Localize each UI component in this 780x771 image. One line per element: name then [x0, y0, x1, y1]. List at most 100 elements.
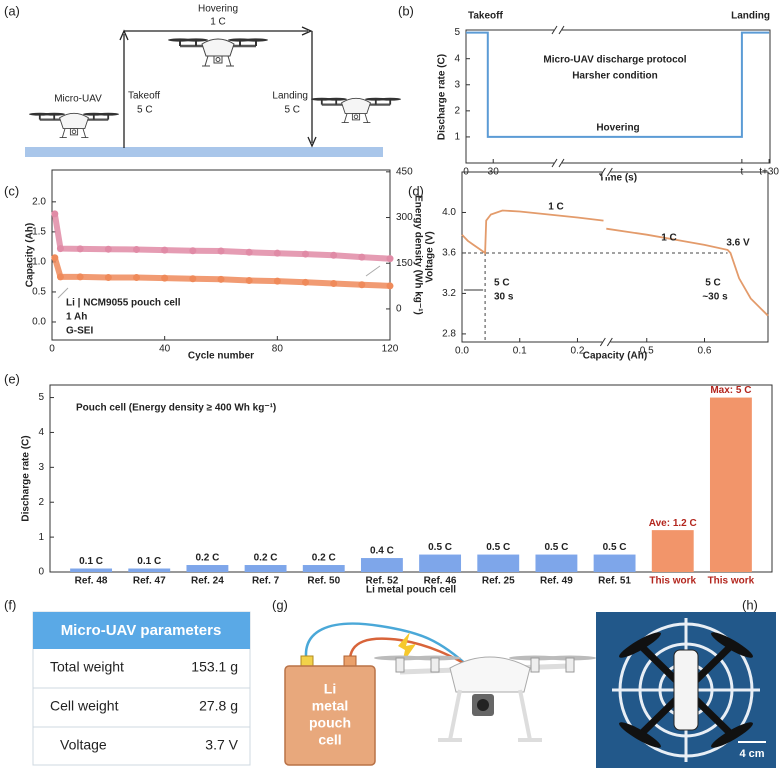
value-label: 0.5 C	[486, 542, 510, 553]
point	[51, 210, 59, 218]
panel-label: (c)	[4, 183, 19, 198]
point	[330, 251, 338, 259]
line	[466, 31, 770, 138]
cell: 153.1 g	[191, 659, 238, 675]
panel-label: (b)	[398, 3, 414, 18]
y-tick-label: 0	[38, 567, 44, 578]
y-tick-label: 3	[38, 462, 44, 473]
point	[273, 277, 281, 285]
value-label: 0.4 C	[370, 546, 394, 557]
label: 5 C	[284, 105, 300, 116]
point	[358, 253, 366, 261]
cell: 27.8 g	[199, 698, 238, 714]
drone-part	[59, 112, 89, 130]
drone-part	[325, 97, 347, 101]
x-tick-label: Ref. 48	[75, 576, 108, 587]
drone-part	[69, 128, 79, 136]
drone-part	[353, 114, 359, 120]
point	[161, 274, 169, 282]
value-label: 0.2 C	[195, 553, 219, 564]
bar	[477, 554, 520, 572]
subtitle: Harsher condition	[572, 71, 658, 82]
point	[104, 245, 112, 253]
y-tick-label: 4	[38, 427, 44, 438]
point	[104, 274, 112, 282]
point	[386, 255, 394, 263]
label: Hovering	[198, 4, 238, 15]
y-tick-label: 0.5	[32, 287, 46, 298]
drone-icon	[28, 112, 119, 139]
annotation: 1 C	[548, 202, 564, 213]
drone-part	[43, 112, 65, 116]
axis-title: Discharge rate (C)	[21, 435, 32, 521]
axis-title: Discharge rate (C)	[437, 54, 448, 140]
y-tick-label: 5	[454, 27, 460, 38]
lightning	[398, 632, 416, 664]
point	[330, 280, 338, 288]
bar	[651, 530, 694, 572]
point	[217, 275, 225, 283]
point	[76, 273, 84, 281]
arrow	[365, 265, 381, 277]
panel-label: (h)	[742, 597, 758, 612]
point	[56, 245, 64, 253]
bar	[186, 565, 229, 572]
x-tick-label: Ref. 49	[540, 576, 573, 587]
x-tick-label: 0.1	[513, 346, 527, 357]
x-tick-label: 0.6	[698, 346, 712, 357]
y-tick-label: 1	[454, 132, 460, 143]
cell: Voltage	[60, 737, 107, 753]
point	[189, 247, 197, 255]
y-tick-label: 2	[454, 105, 460, 116]
value-label: 0.2 C	[312, 553, 336, 564]
annotation: 1 C	[661, 233, 677, 244]
y-tick-label: 3.6	[442, 248, 456, 259]
plot-frame	[461, 171, 769, 343]
value-label: 0.1 C	[79, 556, 103, 567]
drone-photo	[374, 655, 596, 742]
x-tick-label: This work	[708, 576, 755, 587]
x-tick-label: Ref. 24	[191, 576, 224, 587]
terminal	[343, 655, 357, 667]
pouch-cell	[284, 665, 376, 766]
axis-title: Time (s)	[599, 173, 637, 184]
x-tick-label: Ref. 50	[307, 576, 340, 587]
axis-break	[602, 167, 611, 177]
x-tick-label: Ref. 46	[424, 576, 457, 587]
value-label: 0.5 C	[428, 542, 452, 553]
panel-label: (a)	[4, 3, 20, 18]
point	[51, 254, 59, 262]
x-tick-label: 0.5	[640, 346, 654, 357]
plot-frame	[51, 169, 391, 341]
bar	[302, 565, 345, 572]
value-label: Max: 5 C	[710, 385, 751, 396]
flight-path	[119, 26, 317, 148]
label: Takeoff	[128, 91, 160, 102]
drone-part	[201, 38, 235, 57]
drone-part	[530, 657, 540, 673]
point	[358, 281, 366, 289]
point	[217, 247, 225, 255]
bar	[244, 565, 287, 572]
plot-frame	[465, 29, 771, 164]
arrow	[57, 287, 69, 299]
y-tick-label: 0.0	[32, 317, 46, 328]
y-tick-label: 450	[396, 166, 413, 177]
point	[76, 245, 84, 253]
drone-photo	[619, 632, 753, 748]
y-tick-label: 1.0	[32, 257, 46, 268]
axis-break	[554, 25, 562, 35]
panel-label: (e)	[4, 371, 20, 386]
bar	[128, 568, 171, 572]
axis-title: Energy density (Wh kg⁻¹)	[412, 195, 423, 315]
axis-title: Cycle number	[188, 351, 254, 362]
y-tick-label: 2	[38, 497, 44, 508]
label: Landing	[272, 91, 308, 102]
drone-part	[59, 128, 89, 139]
panel-label: (d)	[408, 183, 424, 198]
drone-part	[71, 129, 77, 135]
axis-title: Capacity (Ah)	[583, 351, 647, 362]
point	[273, 249, 281, 257]
drone-part	[351, 113, 361, 121]
y-tick-label: 300	[396, 212, 413, 223]
